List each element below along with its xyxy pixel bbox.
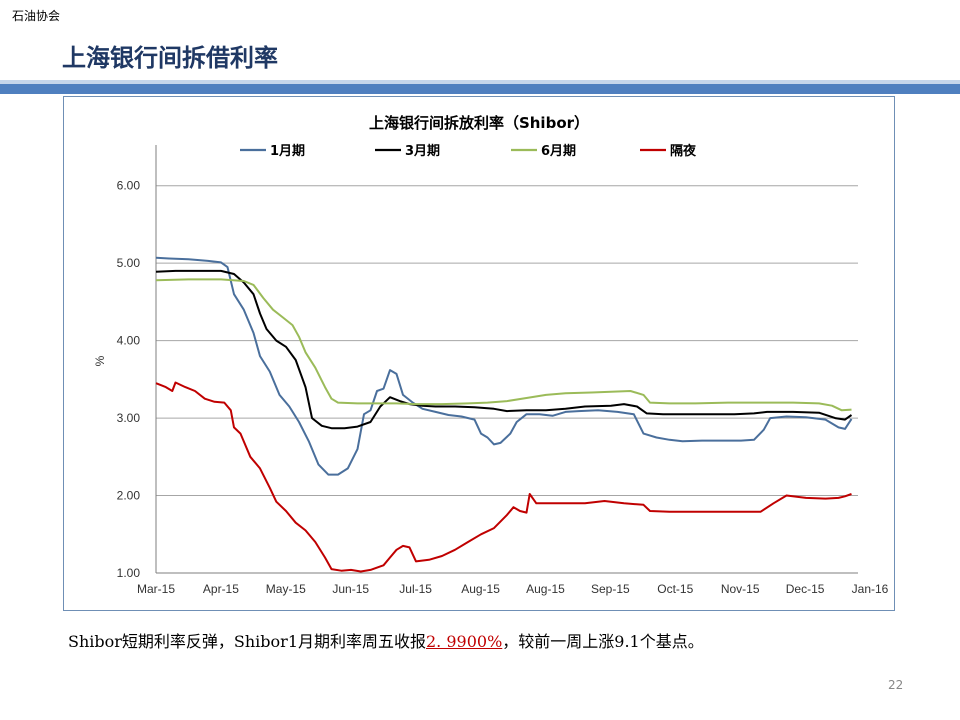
legend-label: 6月期: [541, 144, 576, 159]
page-number: 22: [888, 678, 904, 692]
series-line: [155, 256, 853, 476]
x-tick-label: Aug-15: [526, 582, 565, 596]
y-tick-label: 6.00: [117, 179, 141, 193]
caption-prefix: Shibor短期利率反弹，Shibor1月期利率周五收报: [68, 632, 426, 651]
title-divider-light: [0, 80, 960, 84]
x-tick-label: Apr-15: [203, 582, 239, 596]
caption-highlight-rate: 2. 9900%: [426, 632, 503, 651]
slide-title: 上海银行间拆借利率: [62, 44, 278, 72]
org-label: 石油协会: [12, 9, 61, 23]
x-tick-label: Jul-15: [399, 582, 432, 596]
shibor-line-chart: 上海银行间拆放利率（Shibor） 1.00 2.00 3.00 4.00 5.00 6.0…: [93, 114, 889, 596]
x-tick-label: Sep-15: [591, 582, 630, 596]
title-divider: [0, 84, 960, 94]
legend-label: 1月期: [270, 144, 305, 159]
y-tick-label: 3.00: [117, 411, 141, 425]
x-tick-label: Aug-15: [461, 582, 500, 596]
legend-label: 3月期: [405, 144, 440, 159]
series-line: [155, 381, 852, 573]
caption-suffix: ，较前一周上涨9.1个基点。: [502, 632, 704, 651]
x-tick-label: Jun-15: [332, 582, 369, 596]
chart-title: 上海银行间拆放利率（Shibor）: [369, 114, 589, 132]
legend-label: 隔夜: [670, 143, 697, 159]
chart-frame: 上海银行间拆放利率（Shibor） 1.00 2.00 3.00 4.00 5.00 6.0…: [63, 96, 895, 611]
x-tick-label: May-15: [266, 582, 306, 596]
y-tick-label: 4.00: [117, 334, 141, 348]
x-tick-label: Nov-15: [721, 582, 760, 596]
x-tick-label: Dec-15: [786, 582, 825, 596]
series-line: [155, 278, 852, 412]
summary-caption: Shibor短期利率反弹，Shibor1月期利率周五收报2. 9900%，较前一…: [68, 628, 704, 652]
x-tick-label: Mar-15: [137, 582, 175, 596]
x-tick-label: Oct-15: [657, 582, 693, 596]
y-axis-label: %: [93, 355, 107, 366]
y-tick-label: 2.00: [117, 489, 141, 503]
y-tick-label: 1.00: [117, 566, 141, 580]
series-line: [155, 269, 853, 430]
x-tick-label: Jan-16: [852, 582, 889, 596]
y-tick-label: 5.00: [117, 256, 141, 270]
